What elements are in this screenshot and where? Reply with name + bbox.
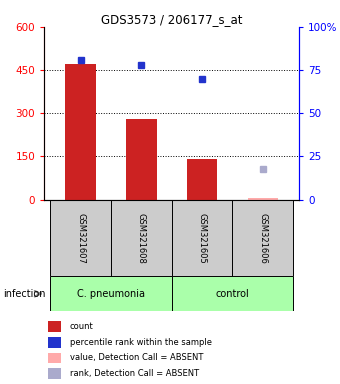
Bar xyxy=(50,200,111,276)
Text: percentile rank within the sample: percentile rank within the sample xyxy=(70,338,212,347)
Text: C. pneumonia: C. pneumonia xyxy=(77,289,145,299)
Text: infection: infection xyxy=(3,289,46,299)
Bar xyxy=(172,276,293,311)
Text: count: count xyxy=(70,322,94,331)
Text: GSM321608: GSM321608 xyxy=(137,213,146,263)
Bar xyxy=(48,337,61,348)
Bar xyxy=(48,321,61,332)
Text: GSM321605: GSM321605 xyxy=(198,213,207,263)
Bar xyxy=(248,198,278,200)
Bar xyxy=(172,200,233,276)
Bar xyxy=(65,64,96,200)
Text: rank, Detection Call = ABSENT: rank, Detection Call = ABSENT xyxy=(70,369,199,378)
Bar xyxy=(111,200,172,276)
Bar xyxy=(187,159,217,200)
Text: GSM321606: GSM321606 xyxy=(258,213,267,263)
Title: GDS3573 / 206177_s_at: GDS3573 / 206177_s_at xyxy=(101,13,242,26)
Bar xyxy=(48,353,61,363)
Bar xyxy=(126,119,156,200)
Bar xyxy=(50,276,172,311)
Bar xyxy=(48,368,61,379)
Text: value, Detection Call = ABSENT: value, Detection Call = ABSENT xyxy=(70,353,203,362)
Text: control: control xyxy=(216,289,249,299)
Text: GSM321607: GSM321607 xyxy=(76,213,85,263)
Bar xyxy=(233,200,293,276)
